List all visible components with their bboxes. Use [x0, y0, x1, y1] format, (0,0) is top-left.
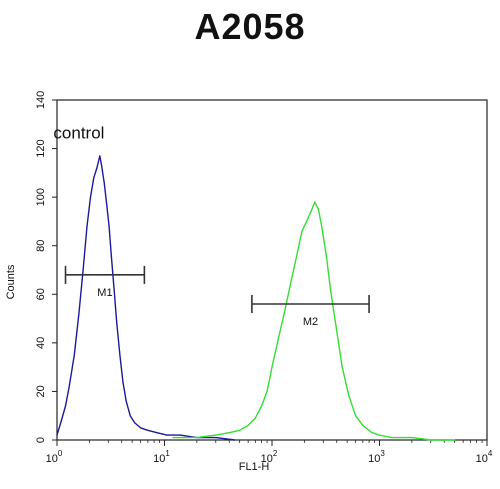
x-tick-label: 102 — [261, 449, 278, 465]
y-tick-label: 20 — [35, 385, 47, 397]
axes: 0 20 40 60 80 100 120 140 100 101 102 103 104 — [35, 91, 493, 465]
series-1-point — [103, 181, 105, 184]
label-layer: FL1-H Counts control — [5, 123, 269, 473]
series-1-point — [147, 429, 149, 431]
x-tick-label: 101 — [153, 449, 170, 465]
series-2-point — [254, 417, 256, 419]
y-tick-label: 100 — [35, 188, 47, 206]
annotation-control: control — [53, 123, 104, 142]
series-2-point — [355, 415, 357, 417]
series-1-point — [108, 225, 110, 227]
series-2-point — [239, 429, 241, 431]
series-2-point — [196, 436, 198, 439]
series-2-point — [411, 436, 413, 439]
series-2-point — [277, 337, 280, 339]
chart-title: A2058 — [194, 6, 306, 47]
series-1-point — [166, 434, 168, 436]
series-2-point — [336, 330, 338, 332]
series-2-point — [362, 424, 364, 427]
series-2-point — [306, 220, 308, 223]
x-tick-label: 103 — [368, 449, 385, 465]
series-1-point — [89, 196, 92, 198]
series-1-point — [101, 164, 103, 167]
x-axis-label: FL1-H — [239, 461, 270, 473]
series-1-point — [73, 354, 75, 356]
series-2-point — [247, 424, 249, 427]
gate-label-m2: M2 — [303, 316, 318, 328]
series-2-point — [329, 288, 332, 291]
series-2-point — [271, 366, 273, 368]
series-1-point — [96, 167, 98, 169]
series-2-point — [341, 366, 343, 368]
series-2-point — [321, 225, 323, 227]
series-1-point — [86, 225, 88, 227]
y-tick-label: 40 — [35, 337, 47, 349]
series-2-point — [260, 405, 263, 407]
series-1-point — [129, 415, 131, 417]
series-1-point — [134, 422, 136, 424]
y-axis-label: Counts — [5, 264, 17, 299]
series-1-point — [122, 381, 124, 383]
series-2-point — [215, 434, 217, 436]
series-1-point — [140, 427, 142, 429]
series-1-point — [110, 254, 112, 257]
series-2-point — [266, 390, 268, 393]
series-1-point — [119, 354, 121, 356]
series-2-point — [348, 395, 350, 397]
series-1-point — [125, 400, 127, 402]
series-2-point — [310, 211, 312, 213]
x-tick-label: 104 — [476, 449, 493, 465]
series-1-point — [93, 177, 95, 179]
x-tick-label: 100 — [46, 449, 63, 465]
series-2-point — [172, 436, 174, 439]
series-2-point — [296, 254, 298, 257]
series-2-point — [391, 436, 393, 439]
series-1-point — [113, 288, 115, 291]
y-tick-label: 140 — [35, 91, 47, 109]
plot-frame — [56, 99, 488, 441]
y-tick-label: 0 — [35, 437, 47, 443]
series-1-point — [68, 385, 70, 388]
series-1-point — [99, 155, 101, 157]
series-2-point — [317, 208, 319, 210]
gate-layer: M1 M2 — [64, 265, 370, 328]
series-2-point — [430, 439, 432, 441]
series-1-point — [156, 432, 158, 434]
series-2-point — [283, 313, 285, 315]
series-1-point — [82, 269, 84, 271]
series-2-point — [228, 432, 230, 434]
y-tick-label: 60 — [35, 288, 47, 300]
series-1-point — [116, 322, 118, 325]
series-layer — [56, 155, 456, 441]
series-1-point — [234, 439, 236, 441]
series-1-point — [78, 313, 80, 315]
series-2-point — [454, 439, 456, 441]
series-1-point — [215, 436, 217, 439]
series-line-1 — [56, 155, 235, 441]
series-2-point — [314, 201, 316, 203]
gate-label-m1: M1 — [97, 287, 112, 299]
series-2-point — [325, 254, 327, 257]
series-1-point — [56, 434, 58, 436]
series-1-point — [64, 405, 67, 407]
series-1-point — [179, 434, 181, 436]
series-2-point — [301, 230, 303, 232]
y-tick-label: 80 — [35, 240, 47, 252]
series-1-point — [106, 203, 108, 206]
y-tick-label: 120 — [35, 139, 47, 157]
series-2-point — [378, 434, 381, 436]
series-1-point — [60, 419, 63, 422]
series-2-point — [371, 432, 373, 434]
series-2-point — [290, 281, 292, 283]
